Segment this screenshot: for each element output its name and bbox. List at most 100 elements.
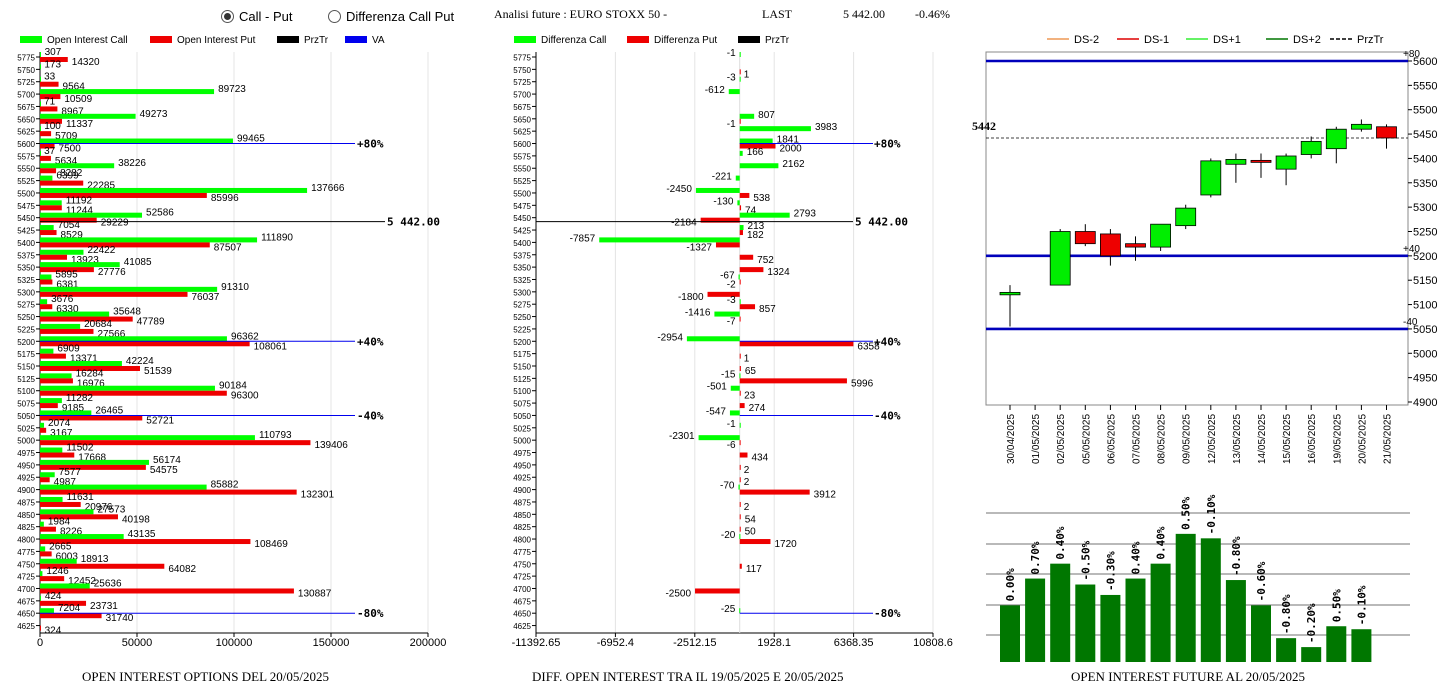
diff-put-label: 3912 xyxy=(814,490,837,501)
price-line-label: 5 442.00 xyxy=(387,216,440,229)
legend-label: Open Interest Call xyxy=(47,35,128,46)
oi-bar-label: -0.30% xyxy=(1104,551,1117,591)
oi-bar xyxy=(1125,578,1146,662)
call-bar xyxy=(40,534,124,540)
diff-put-label: 65 xyxy=(745,366,757,377)
diff-call-bar xyxy=(738,484,740,490)
call-value-label: 41085 xyxy=(124,257,152,268)
call-value-label: 11502 xyxy=(66,443,94,454)
strike-label: 5125 xyxy=(513,375,531,384)
diff-call-bar xyxy=(739,76,741,82)
strike-label: 4875 xyxy=(17,498,35,507)
legend-label: PrzTr xyxy=(1357,34,1384,46)
date-tick-label: 05/05/2025 xyxy=(1081,414,1092,464)
oi-bar xyxy=(1150,563,1171,662)
call-value-label: 56174 xyxy=(153,455,181,466)
put-value-label: 6330 xyxy=(56,304,79,315)
date-tick-label: 21/05/2025 xyxy=(1383,414,1394,464)
put-value-label: 4987 xyxy=(54,477,77,488)
diff-put-bar xyxy=(739,501,741,507)
strike-label: 5650 xyxy=(17,115,35,124)
level-label: +40 xyxy=(1403,244,1420,255)
put-bar xyxy=(40,415,143,421)
candle-body xyxy=(999,291,1021,296)
strike-label: 5550 xyxy=(17,165,35,174)
y-tick-label: 5600 xyxy=(1413,56,1437,68)
strike-label: 5650 xyxy=(513,115,531,124)
strike-label: 5125 xyxy=(17,375,35,384)
strike-label: 5300 xyxy=(513,288,531,297)
diff-call-label: -70 xyxy=(720,481,735,492)
diff-put-bar xyxy=(739,477,741,483)
call-value-label: 1984 xyxy=(48,517,71,528)
diff-call-label: 213 xyxy=(748,221,765,232)
diff-put-bar xyxy=(739,341,854,347)
radio-diff-call-put[interactable]: Differenza Call Put xyxy=(328,9,454,24)
call-bar xyxy=(40,299,48,305)
diff-put-label: 1324 xyxy=(767,267,790,278)
put-value-label: 11337 xyxy=(66,119,94,130)
x-tick-label: 200000 xyxy=(410,637,447,649)
call-value-label: 71 xyxy=(44,96,56,107)
call-value-label: 25636 xyxy=(94,578,122,589)
diff-put-label: 2 xyxy=(744,465,750,476)
call-bar xyxy=(40,175,53,181)
put-bar xyxy=(40,57,68,62)
oi-bar-label: -0.20% xyxy=(1305,603,1318,643)
strike-label: 5475 xyxy=(513,202,531,211)
oi-bar xyxy=(1225,580,1246,662)
put-bar xyxy=(40,192,207,198)
strike-label: 5025 xyxy=(513,424,531,433)
call-value-label: 91310 xyxy=(221,282,249,293)
put-value-label: 324 xyxy=(45,626,62,637)
diff-call-bar xyxy=(739,150,743,156)
call-value-label: 307 xyxy=(45,47,62,58)
date-tick-label: 16/05/2025 xyxy=(1307,414,1318,464)
strike-label: 5450 xyxy=(17,214,35,223)
radio-call-put[interactable]: Call - Put xyxy=(221,9,292,24)
date-tick-label: 15/05/2025 xyxy=(1282,414,1293,464)
call-value-label: 7204 xyxy=(58,603,81,614)
put-value-label: 27776 xyxy=(98,267,126,278)
diff-call-label: -1 xyxy=(727,419,736,430)
strike-label: 5000 xyxy=(17,437,35,446)
strike-label: 4800 xyxy=(513,536,531,545)
strike-label: 5325 xyxy=(17,276,35,285)
radio-selected-icon xyxy=(221,10,234,23)
diff-put-label: 54 xyxy=(745,514,757,525)
put-bar xyxy=(40,205,62,211)
put-bar xyxy=(40,378,73,384)
put-bar xyxy=(40,81,59,87)
call-bar xyxy=(40,64,41,70)
diff-call-label: -2954 xyxy=(657,332,683,343)
legend-swatch xyxy=(627,36,649,43)
put-bar xyxy=(40,427,47,433)
level-label: +80 xyxy=(1403,49,1420,60)
put-bar xyxy=(40,230,57,236)
call-bar xyxy=(40,187,308,193)
strike-label: 5425 xyxy=(17,227,35,236)
call-value-label: 26465 xyxy=(95,405,123,416)
diff-put-bar xyxy=(739,403,745,409)
diff-put-label: 538 xyxy=(753,193,770,204)
y-tick-label: 5100 xyxy=(1413,300,1437,312)
diff-put-label: 2 xyxy=(744,477,750,488)
strike-label: 5050 xyxy=(17,412,35,421)
call-bar xyxy=(40,608,54,614)
strike-label: 4850 xyxy=(513,511,531,520)
call-value-label: 6399 xyxy=(56,171,79,182)
diff-put-bar xyxy=(739,526,741,532)
strike-label: 5350 xyxy=(513,264,531,273)
date-tick-label: 12/05/2025 xyxy=(1207,414,1218,464)
candle-body xyxy=(1150,223,1171,248)
put-value-label: 17668 xyxy=(78,453,106,464)
call-bar xyxy=(40,583,90,589)
put-value-label: 13371 xyxy=(70,354,98,365)
put-value-label: 12452 xyxy=(68,576,96,587)
va-line-label: -40% xyxy=(357,409,384,422)
y-tick-label: 5250 xyxy=(1413,227,1437,239)
call-value-label: 100 xyxy=(44,121,61,132)
call-value-label: 89723 xyxy=(218,84,246,95)
call-bar xyxy=(40,472,55,478)
put-bar xyxy=(40,131,52,137)
